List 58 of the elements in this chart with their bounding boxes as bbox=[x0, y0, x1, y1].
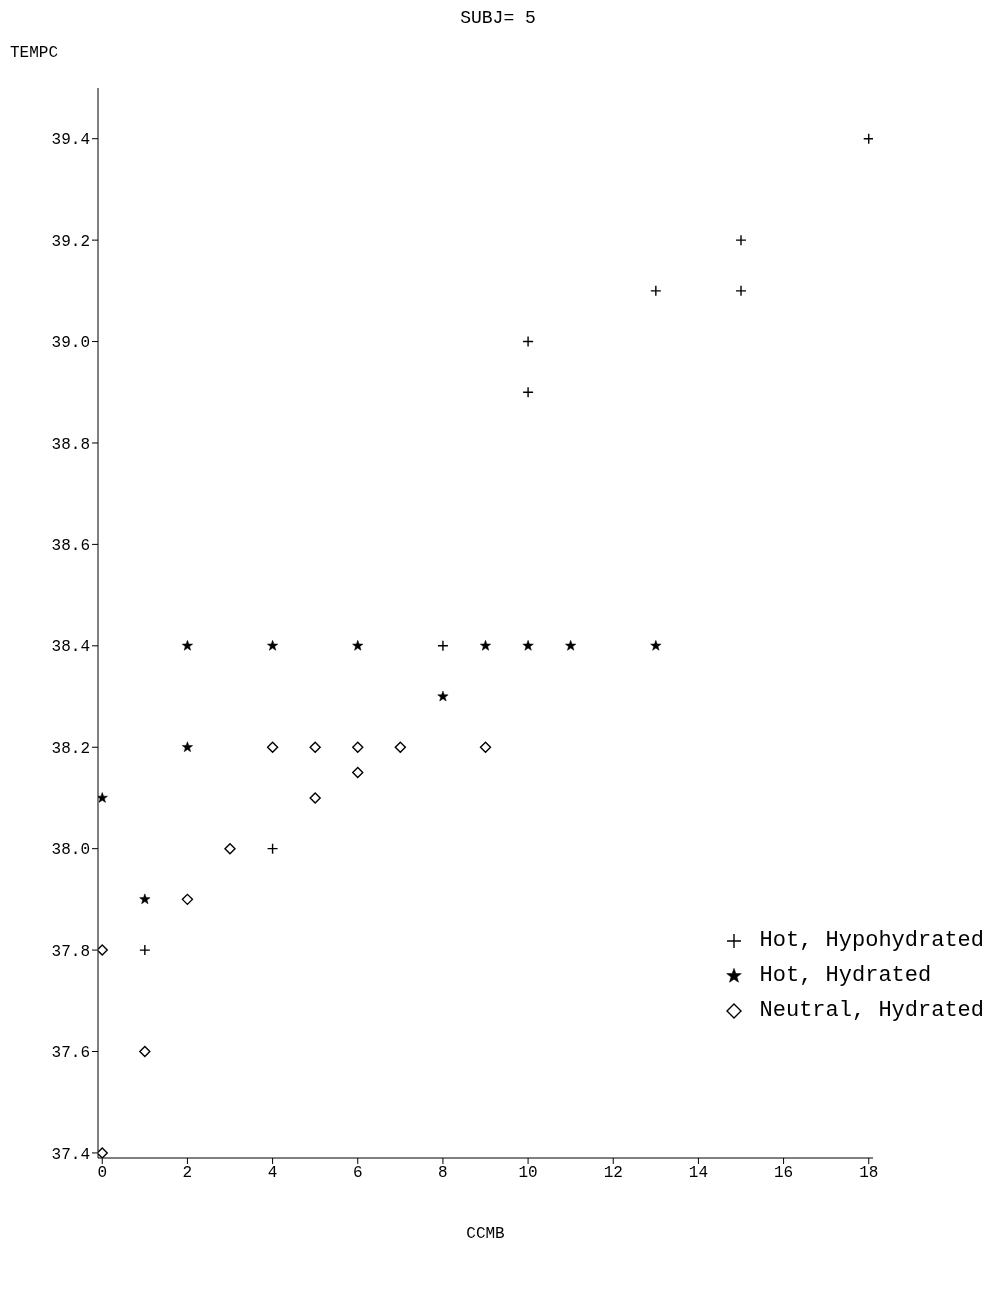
y-tick-label: 38.8 bbox=[51, 435, 90, 454]
y-tick-label: 37.4 bbox=[51, 1145, 90, 1164]
legend-label: Hot, Hypohydrated bbox=[759, 928, 984, 953]
point bbox=[863, 133, 873, 145]
x-tick-label: 6 bbox=[352, 1164, 363, 1183]
point bbox=[181, 893, 194, 906]
point bbox=[522, 335, 534, 348]
point bbox=[522, 386, 534, 398]
point bbox=[267, 640, 279, 651]
point bbox=[352, 766, 364, 779]
point bbox=[139, 893, 151, 905]
point bbox=[522, 640, 534, 651]
y-tick-label: 38.2 bbox=[51, 739, 90, 758]
x-tick-label: 0 bbox=[97, 1164, 108, 1183]
point bbox=[181, 640, 193, 651]
y-tick-label: 38.0 bbox=[51, 841, 90, 860]
point bbox=[437, 690, 449, 702]
y-tick-label: 39.4 bbox=[51, 131, 90, 150]
point bbox=[650, 285, 662, 297]
point bbox=[735, 285, 747, 297]
legend-label: Neutral, Hydrated bbox=[759, 998, 984, 1023]
point bbox=[98, 944, 108, 956]
legend-label: Hot, Hydrated bbox=[759, 963, 932, 988]
y-tick-label: 39.0 bbox=[51, 334, 90, 353]
x-tick-label: 4 bbox=[267, 1164, 278, 1183]
point bbox=[139, 1045, 151, 1058]
point bbox=[309, 741, 321, 753]
x-tick-label: 12 bbox=[603, 1164, 623, 1183]
point bbox=[565, 640, 577, 651]
point bbox=[266, 741, 279, 753]
x-tick-label: 8 bbox=[438, 1164, 448, 1183]
x-tick-label: 18 bbox=[859, 1164, 879, 1183]
x-tick-label: 16 bbox=[773, 1164, 794, 1183]
point bbox=[266, 842, 279, 855]
point bbox=[139, 944, 151, 956]
point bbox=[352, 741, 364, 753]
y-tick-label: 37.8 bbox=[51, 942, 90, 961]
point bbox=[98, 1147, 108, 1158]
y-tick-label: 39.2 bbox=[51, 232, 90, 251]
point bbox=[224, 842, 236, 855]
point bbox=[309, 792, 321, 804]
point bbox=[437, 640, 449, 652]
y-tick-label: 38.4 bbox=[51, 638, 90, 657]
point bbox=[352, 640, 364, 651]
x-tick-label: 2 bbox=[182, 1164, 193, 1183]
x-tick-label: 14 bbox=[688, 1164, 709, 1183]
point bbox=[480, 640, 491, 651]
point bbox=[98, 792, 108, 803]
point bbox=[181, 741, 193, 752]
point bbox=[479, 741, 492, 753]
x-axis-title: CCMB bbox=[466, 1225, 505, 1243]
y-tick-label: 37.6 bbox=[51, 1044, 90, 1063]
x-tick-label: 10 bbox=[518, 1164, 538, 1183]
chart-title: SUBJ= 5 bbox=[459, 8, 537, 28]
point bbox=[735, 234, 747, 246]
y-axis-title: TEMPC bbox=[10, 44, 59, 62]
y-tick-label: 38.6 bbox=[51, 537, 90, 556]
point bbox=[650, 640, 662, 651]
